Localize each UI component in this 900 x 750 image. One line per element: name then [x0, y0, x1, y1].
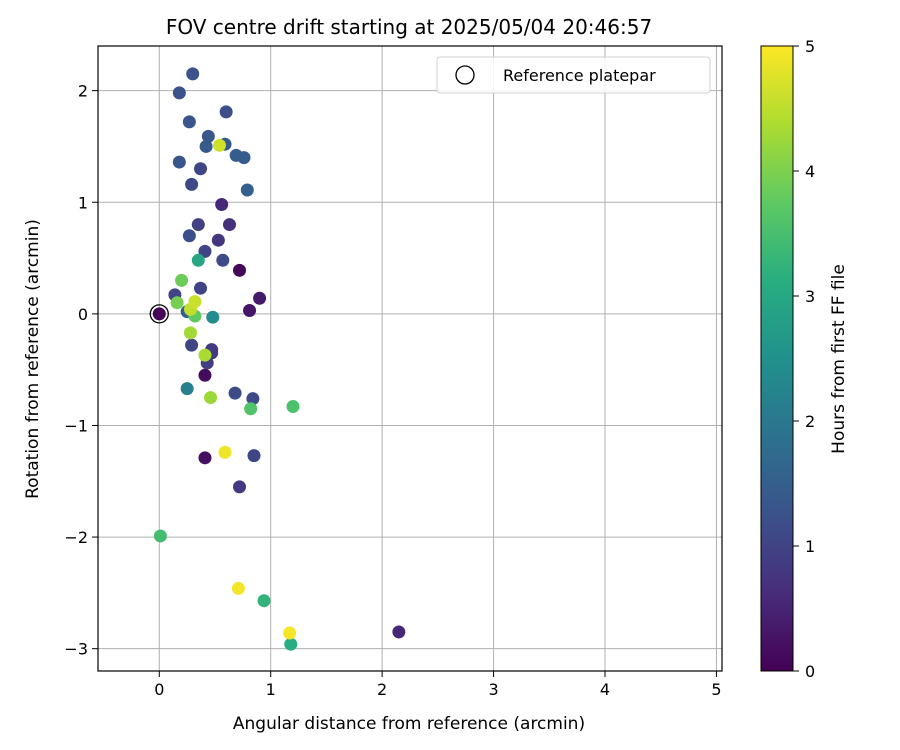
data-point [240, 183, 254, 197]
data-point [392, 625, 406, 639]
data-point [180, 382, 194, 396]
data-point [286, 399, 300, 413]
colorbar-tick-label: 4 [805, 162, 815, 181]
y-tick-label: −3 [64, 640, 88, 659]
y-tick-label: 0 [78, 305, 88, 324]
legend-reference-marker [455, 65, 475, 85]
legend-entry-reference-platepar: Reference platepar [503, 66, 656, 85]
data-point [182, 229, 196, 243]
y-tick-label: −1 [64, 416, 88, 435]
data-point [218, 445, 232, 459]
colorbar-tick-label: 1 [805, 537, 815, 556]
reference-point [149, 304, 169, 324]
data-point [233, 480, 247, 494]
data-point [204, 391, 218, 405]
scatter-points [152, 67, 406, 651]
x-tick-label: 2 [377, 680, 387, 699]
data-point [253, 291, 267, 305]
x-tick-label: 5 [711, 680, 721, 699]
colorbar-ticks: 0 1 2 3 4 5 [793, 37, 815, 681]
colorbar-tick-label: 2 [805, 412, 815, 431]
data-point [186, 67, 200, 81]
data-point [172, 155, 186, 169]
data-point [170, 296, 184, 310]
legend: Reference platepar [436, 56, 711, 94]
data-point [194, 162, 208, 176]
x-axis: 0 1 2 3 4 5 [154, 671, 722, 699]
x-tick-label: 0 [154, 680, 164, 699]
data-point [246, 392, 260, 406]
data-point [237, 151, 251, 165]
colorbar-label: Hours from first FF file [829, 264, 849, 454]
data-point [219, 105, 233, 119]
y-tick-label: −2 [64, 528, 88, 547]
data-point [198, 244, 212, 258]
y-axis: 2 1 0 −1 −2 −3 [64, 82, 98, 659]
data-point [201, 129, 215, 143]
data-point [206, 310, 220, 324]
data-point [183, 326, 197, 340]
data-point [212, 138, 226, 152]
data-point [182, 115, 196, 129]
data-point [211, 233, 225, 247]
data-point [185, 338, 199, 352]
x-tick-label: 3 [488, 680, 498, 699]
data-point [172, 86, 186, 100]
data-point [222, 218, 236, 232]
colorbar-tick-label: 0 [805, 662, 815, 681]
colorbar-tick-label: 5 [805, 37, 815, 56]
reference-platepar-marker [149, 304, 169, 324]
y-axis-label: Rotation from reference (arcmin) [23, 219, 43, 499]
colorbar-gradient [760, 45, 794, 672]
data-point [215, 197, 229, 211]
colorbar: 0 1 2 3 4 5 Hours from first FF file [760, 37, 849, 681]
grid [98, 46, 722, 671]
data-point [194, 281, 208, 295]
data-point [231, 581, 245, 595]
chart-title: FOV centre drift starting at 2025/05/04 … [166, 15, 652, 39]
x-axis-label: Angular distance from reference (arcmin) [233, 714, 585, 734]
data-point [247, 449, 261, 463]
data-point [199, 139, 213, 153]
data-point [191, 218, 205, 232]
data-point [175, 273, 189, 287]
data-point [244, 402, 258, 416]
data-point [198, 368, 212, 382]
data-point [185, 177, 199, 191]
data-point [188, 295, 202, 309]
colorbar-tick-label: 3 [805, 287, 815, 306]
data-point [228, 386, 242, 400]
plot-frame [97, 45, 723, 672]
data-point [153, 529, 167, 543]
data-point [216, 253, 230, 267]
data-point [283, 626, 297, 640]
y-tick-label: 2 [78, 82, 88, 101]
data-point [284, 637, 298, 651]
y-tick-label: 1 [78, 193, 88, 212]
data-point [152, 307, 166, 321]
data-point [191, 253, 205, 267]
x-tick-label: 1 [266, 680, 276, 699]
x-tick-label: 4 [600, 680, 610, 699]
data-point [257, 594, 271, 608]
data-point [243, 304, 257, 318]
data-point [233, 263, 247, 277]
data-point [198, 348, 212, 362]
data-point [198, 451, 212, 465]
